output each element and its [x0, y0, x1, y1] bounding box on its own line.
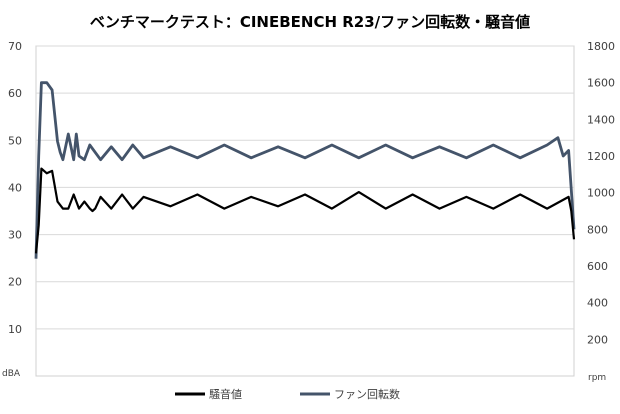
right-tick-label: 800 — [587, 223, 608, 236]
right-tick-label: 600 — [587, 260, 608, 273]
left-tick-label: 60 — [8, 87, 22, 100]
legend: 騒音値 ファン回転数 — [175, 387, 400, 401]
left-axis: 70 60 50 40 30 20 10 — [8, 40, 22, 336]
right-tick-label: 1000 — [587, 187, 615, 200]
right-tick-label: 1600 — [587, 77, 615, 90]
left-tick-label: 70 — [8, 40, 22, 53]
series-layer — [34, 81, 576, 259]
legend-label: ファン回転数 — [334, 388, 400, 401]
left-axis-unit-label: dBA — [2, 369, 21, 379]
left-tick-label: 40 — [8, 181, 22, 194]
left-tick-label: 20 — [8, 276, 22, 289]
plot-area — [35, 45, 575, 377]
right-tick-label: 1200 — [587, 150, 615, 163]
series-line-noise — [34, 167, 576, 254]
grid-lines — [36, 45, 574, 330]
right-axis: 1800 1600 1400 1200 1000 800 600 400 200 — [587, 40, 615, 346]
legend-item-fan-speed: ファン回転数 — [300, 388, 400, 401]
right-axis-unit-label: rpm — [588, 373, 606, 383]
legend-item-noise: 騒音値 — [175, 387, 242, 401]
left-tick-label: 10 — [8, 323, 22, 336]
right-tick-label: 400 — [587, 297, 608, 310]
right-tick-label: 200 — [587, 333, 608, 346]
chart-title: ベンチマークテスト：CINEBENCH R23/ファン回転数・騒音値 — [90, 13, 530, 31]
legend-label: 騒音値 — [209, 387, 242, 401]
left-tick-label: 50 — [8, 134, 22, 147]
right-tick-label: 1400 — [587, 113, 615, 126]
series-line-fan-speed — [34, 81, 576, 259]
left-tick-label: 30 — [8, 229, 22, 242]
right-tick-label: 1800 — [587, 40, 615, 53]
